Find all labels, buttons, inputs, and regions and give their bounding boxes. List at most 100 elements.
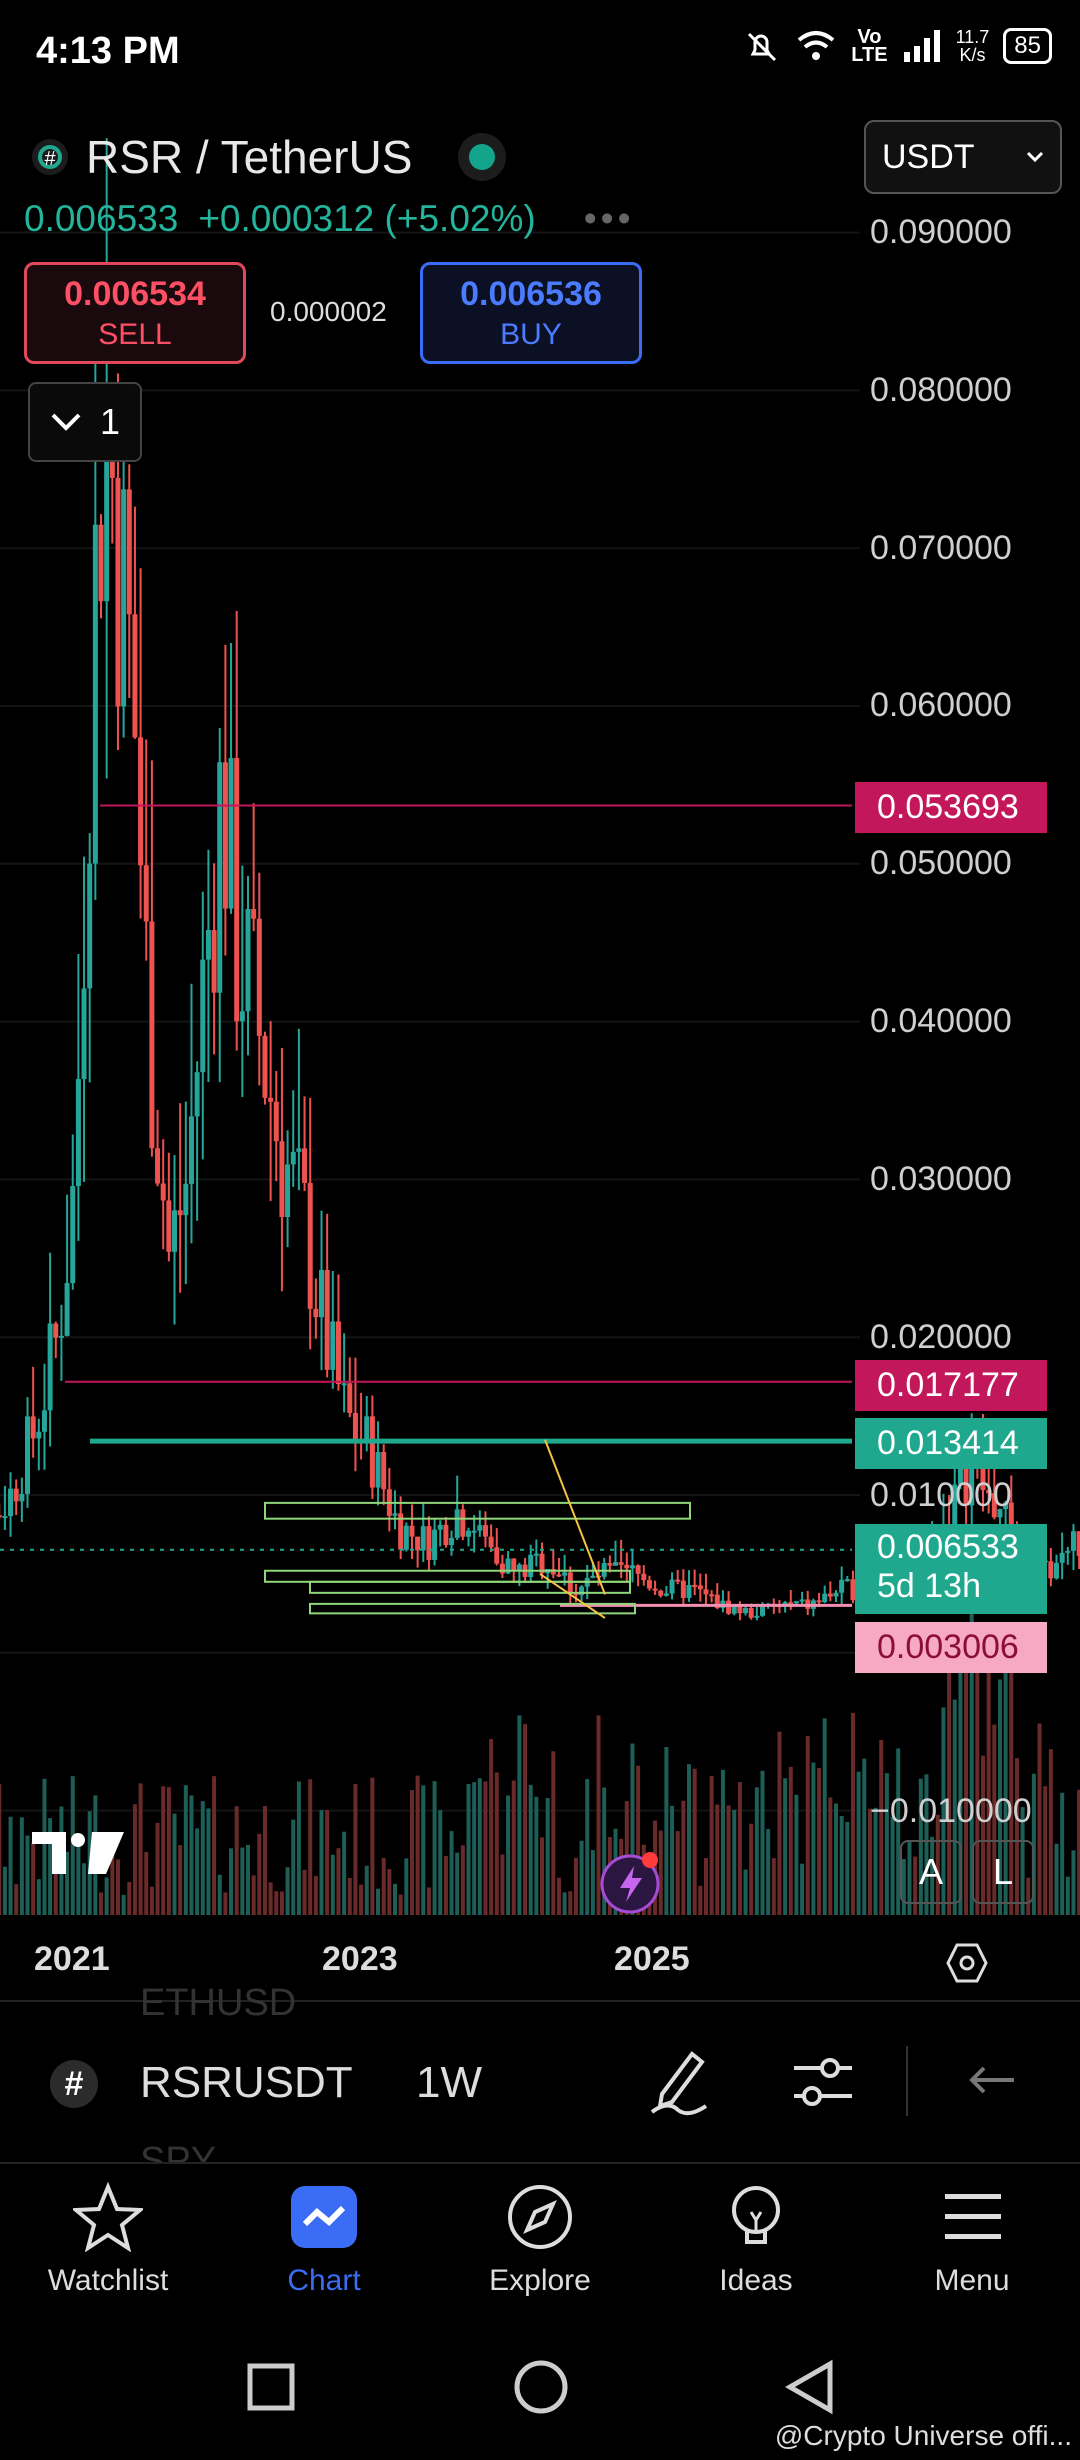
volume-bar <box>189 1795 194 1915</box>
sell-button[interactable]: 0.006534 SELL <box>24 262 246 364</box>
volume-bar <box>19 1817 24 1915</box>
candle-body <box>330 1321 336 1370</box>
toolbar-divider <box>906 2046 908 2116</box>
candle-body <box>392 1513 398 1516</box>
candle-body <box>658 1590 664 1596</box>
volume-bar <box>540 1837 545 1915</box>
candle-body <box>618 1562 624 1565</box>
volume-bar <box>246 1844 251 1915</box>
volume-bar <box>879 1739 884 1915</box>
volume-bar <box>8 1816 13 1915</box>
candle-body <box>302 1148 308 1183</box>
candle-body <box>251 908 257 919</box>
volume-bar <box>749 1823 754 1915</box>
symbol-header[interactable]: # RSR / TetherUS <box>30 130 507 184</box>
candle-body <box>952 1484 958 1532</box>
volume-bar <box>121 1894 126 1915</box>
collapse-toggle[interactable]: 1 <box>28 382 142 462</box>
volume-bar <box>325 1809 330 1915</box>
volume-bar <box>409 1790 414 1915</box>
candle-body <box>115 477 121 707</box>
recents-square-icon[interactable] <box>246 2362 296 2412</box>
volume-bar <box>517 1715 522 1915</box>
candle-body <box>58 1335 64 1338</box>
nav-explore[interactable]: Explore <box>432 2164 648 2339</box>
volume-bar <box>308 1779 313 1915</box>
market-status-dot[interactable] <box>458 133 507 181</box>
volte-indicator: Vo LTE <box>851 27 887 65</box>
volume-bar <box>217 1874 222 1915</box>
volume-bar <box>262 1806 267 1915</box>
symbol-hash-icon[interactable]: # <box>50 2060 98 2108</box>
price-tag-level: 0.053693 <box>855 782 1047 833</box>
pencil-icon[interactable] <box>648 2046 712 2118</box>
volume-bar <box>930 1836 935 1915</box>
candle-body <box>760 1604 766 1616</box>
buy-button[interactable]: 0.006536 BUY <box>420 262 642 364</box>
volume-bar <box>65 1851 70 1915</box>
volume-bar <box>664 1747 669 1915</box>
candle-body <box>403 1525 409 1550</box>
volume-bar <box>636 1765 641 1915</box>
candle-body <box>8 1488 14 1517</box>
home-circle-icon[interactable] <box>512 2358 570 2416</box>
candle-body <box>13 1488 19 1502</box>
candle-body <box>290 1151 296 1165</box>
volume-bars <box>0 1585 1080 1915</box>
volume-bar <box>845 1821 850 1915</box>
wifi-icon <box>798 31 835 60</box>
lightning-icon[interactable] <box>598 1850 664 1916</box>
candle-body <box>799 1599 805 1602</box>
candle-body <box>375 1452 381 1488</box>
volume-bar <box>274 1891 279 1915</box>
volume-bar <box>466 1783 471 1915</box>
volume-bar <box>240 1847 245 1915</box>
candle-body <box>415 1536 421 1551</box>
watermark-credit: @Crypto Universe offi... <box>774 2420 1072 2451</box>
y-axis-label: 0.050000 <box>870 844 1012 882</box>
undo-icon[interactable] <box>968 2062 1018 2102</box>
volume-bar <box>873 1807 878 1915</box>
nav-ideas[interactable]: Ideas <box>648 2164 864 2339</box>
candle-body <box>460 1509 466 1537</box>
auto-scale-button[interactable]: A <box>900 1840 962 1904</box>
price-summary: 0.006533 +0.000312 (+5.02%) ••• <box>24 198 635 240</box>
volume-bar <box>1037 1723 1042 1915</box>
volume-bar <box>975 1645 980 1915</box>
volume-bar <box>149 1886 154 1915</box>
candle-body <box>211 929 217 993</box>
volume-bar <box>82 1863 87 1915</box>
volume-bar <box>438 1810 443 1915</box>
nav-label: Ideas <box>719 2264 793 2297</box>
log-scale-button[interactable]: L <box>972 1840 1034 1904</box>
nav-menu[interactable]: Menu <box>864 2164 1080 2339</box>
y-axis-label: 0.090000 <box>870 213 1012 251</box>
candle-body <box>256 918 262 1036</box>
candle-body <box>726 1600 732 1614</box>
settings-hex-icon[interactable] <box>946 1942 988 1984</box>
toolbar-interval[interactable]: 1W <box>416 2058 482 2107</box>
more-dots-icon[interactable]: ••• <box>583 198 635 239</box>
candle-body <box>273 1101 279 1142</box>
nav-chart[interactable]: Chart <box>216 2164 432 2339</box>
toolbar-symbol[interactable]: RSRUSDT <box>140 2058 353 2107</box>
currency-selector[interactable]: USDT <box>864 120 1062 194</box>
ghost-symbol-above: ETHUSD <box>140 1982 297 2024</box>
volume-bar <box>234 1806 239 1915</box>
nav-watchlist[interactable]: Watchlist <box>0 2164 216 2339</box>
volume-bar <box>602 1787 607 1915</box>
volume-bar <box>183 1785 188 1915</box>
candle-body <box>511 1558 517 1571</box>
symbol-title[interactable]: RSR / TetherUS <box>86 131 413 183</box>
candle-body <box>279 1141 285 1218</box>
volume-bar <box>14 1884 19 1915</box>
volume-bar <box>918 1778 923 1915</box>
svg-text:#: # <box>44 148 56 170</box>
sliders-icon[interactable] <box>790 2052 856 2112</box>
current-price: 0.006533 <box>877 1528 1019 1566</box>
back-triangle-icon[interactable] <box>784 2358 836 2416</box>
candle-body <box>205 929 211 960</box>
candle-body <box>121 489 127 707</box>
volume-bar <box>528 1784 533 1915</box>
candle-body <box>81 988 87 1080</box>
